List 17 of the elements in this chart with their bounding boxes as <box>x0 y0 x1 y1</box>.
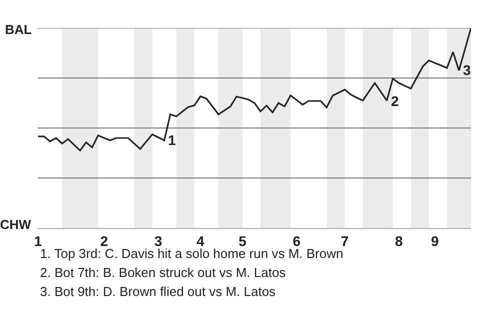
annotation: 3 <box>463 62 471 78</box>
annotation: 2 <box>391 93 399 109</box>
x-tick-label: 8 <box>394 232 403 249</box>
x-tick-label: 9 <box>431 232 440 249</box>
x-tick-label: 4 <box>196 232 204 249</box>
text: 2. Bot 7th: B. Boken struck out vs M. Latos <box>40 265 286 280</box>
annotation: 1 <box>168 132 176 148</box>
x-tick-label: 3 <box>154 232 162 249</box>
x-tick-label: 1 <box>34 232 42 249</box>
text: CHW <box>0 217 32 232</box>
x-tick-label: 6 <box>292 232 301 249</box>
x-tick-label: 7 <box>340 232 349 249</box>
x-tick-label: 5 <box>238 232 247 249</box>
text: 1. Top 3rd: C. Davis hit a solo home run vs M. Brown <box>40 246 344 261</box>
x-tick-label: 2 <box>100 232 108 249</box>
text: 3. Bot 9th: D. Brown flied out vs M. Latos <box>40 284 276 299</box>
text: BAL <box>5 22 32 37</box>
